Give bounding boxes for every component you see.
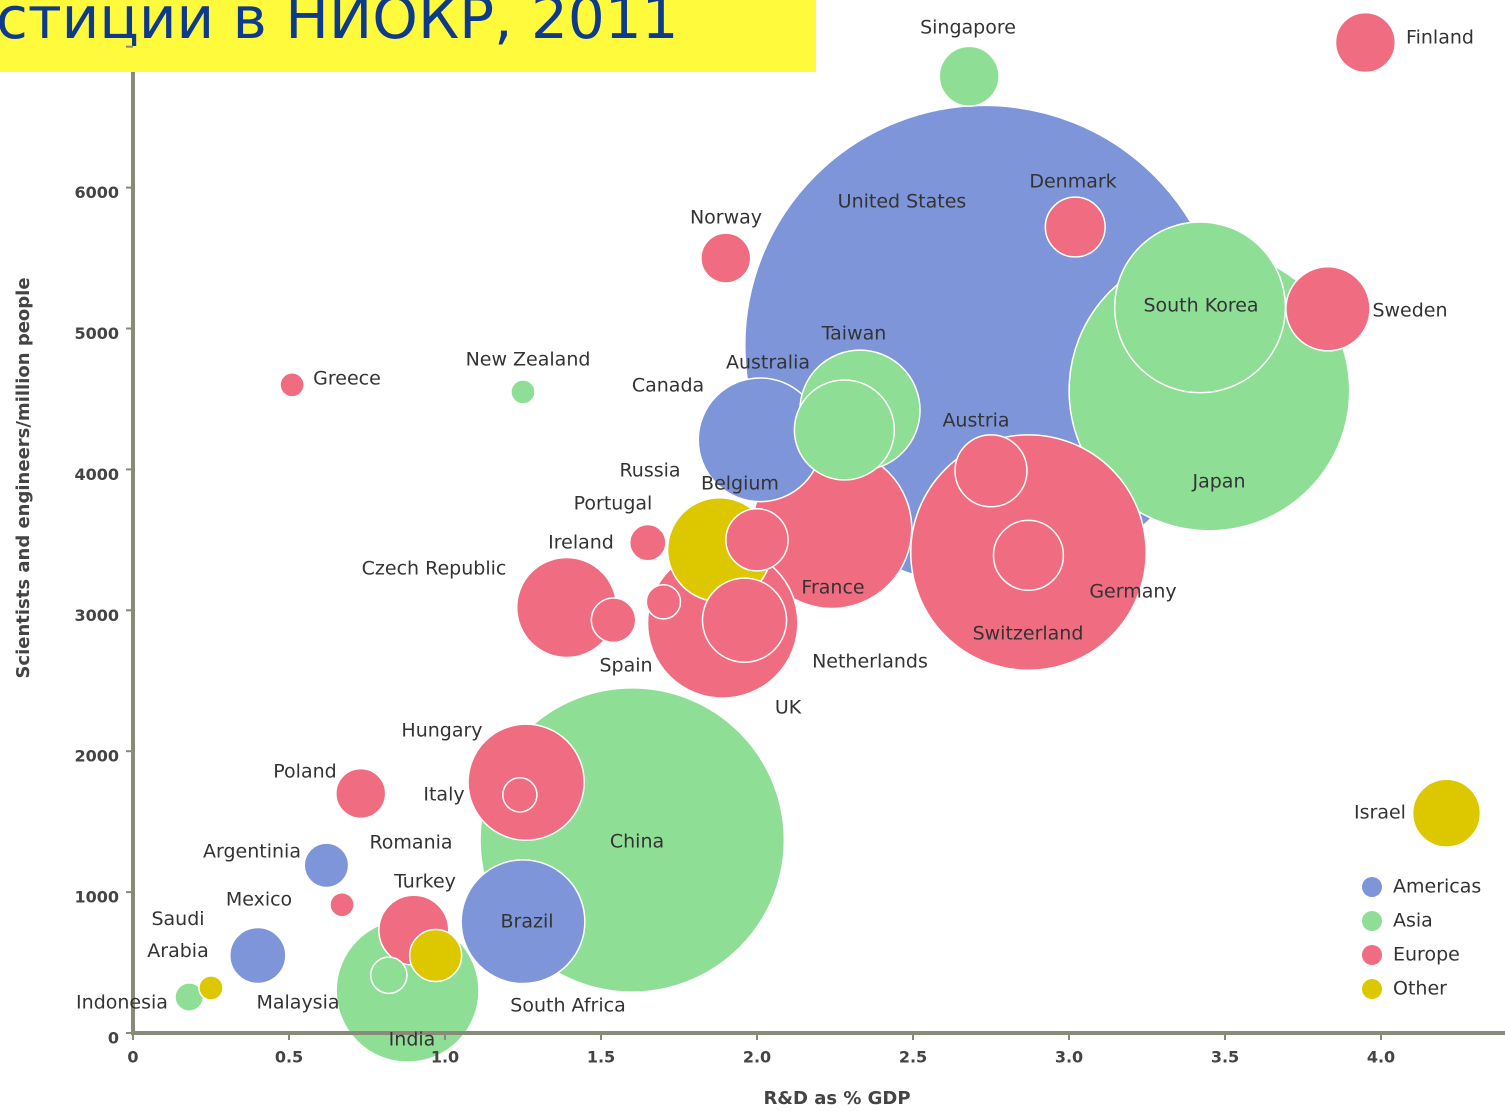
bubble-label: Poland [273, 761, 336, 783]
legend-swatch [1362, 877, 1382, 897]
legend-swatch [1362, 945, 1382, 965]
legend-swatch [1362, 911, 1382, 931]
bubble [793, 379, 896, 481]
bubble-label: France [801, 577, 864, 599]
bubble [701, 577, 788, 663]
bubble-label: India [389, 1029, 436, 1051]
x-tick-label: 1.0 [431, 1048, 459, 1067]
legend-label: Other [1393, 978, 1447, 1000]
plot-area: 01000200030004000500060007000 [74, 11, 1482, 1063]
bubble [502, 777, 538, 813]
bubble [1044, 196, 1106, 258]
bubble-label: Argentinia [203, 841, 301, 863]
bubble-label: Romania [369, 832, 452, 854]
bubble [329, 891, 355, 918]
bubble-label: Canada [632, 375, 704, 397]
bubble-label: Switzerland [973, 623, 1084, 645]
x-tick-label: 1.5 [587, 1048, 615, 1067]
bubble-label: Belgium [701, 473, 779, 495]
bubble [1334, 11, 1397, 74]
bubble-label: Finland [1406, 27, 1474, 49]
bubble-label: Japan [1192, 471, 1246, 493]
bubble [700, 232, 752, 284]
legend-label: Asia [1393, 910, 1433, 932]
bubble [1411, 778, 1482, 848]
x-tick-label: 0 [127, 1048, 138, 1067]
bubble-label: Spain [599, 655, 652, 677]
bubble [938, 45, 1000, 107]
bubble-label: Greece [313, 368, 381, 390]
bubble-label: Mexico [226, 889, 292, 911]
bubble-label: Russia [619, 460, 680, 482]
bubble [628, 523, 667, 562]
x-tick-label: 3.5 [1211, 1048, 1239, 1067]
bubble [229, 926, 287, 985]
bubble-label: Malaysia [256, 992, 339, 1014]
bubble-label: Ireland [548, 532, 614, 554]
x-tick-label: 2.5 [899, 1048, 927, 1067]
y-tick-label: 2000 [74, 747, 119, 766]
bubble-label: Indonesia [76, 992, 168, 1014]
bubble-label: Czech Republic [362, 558, 507, 580]
bubble [954, 434, 1028, 508]
bubble [335, 767, 387, 820]
x-tick-label: 4.0 [1367, 1048, 1395, 1067]
y-tick-label: 6000 [74, 183, 119, 202]
bubble-label: Netherlands [812, 651, 928, 673]
y-tick-label: 5000 [74, 324, 119, 343]
y-tick-label: 1000 [74, 888, 119, 907]
bubble-label: Israel [1354, 802, 1406, 824]
y-tick-label: 3000 [74, 606, 119, 625]
y-tick-label: 0 [108, 1029, 119, 1048]
bubble-label: New Zealand [466, 349, 591, 371]
bubble [992, 519, 1065, 592]
bubble-label: Hungary [401, 720, 482, 742]
bubble-label: South Africa [510, 995, 625, 1017]
x-tick-label: 0.5 [275, 1048, 303, 1067]
legend-label: Americas [1393, 876, 1481, 898]
bubble-label: Singapore [920, 17, 1016, 39]
y-axis-title: Scientists and engineers/million people [13, 277, 34, 678]
bubble-label: Turkey [393, 871, 456, 893]
chart-title: стиции в НИОКР, 2011 [0, 0, 679, 52]
bubble-label: Brazil [500, 911, 553, 933]
legend-label: Europe [1393, 944, 1460, 966]
title-box [0, 0, 816, 72]
bubble-label: South Korea [1143, 295, 1258, 317]
legend-swatch [1362, 979, 1382, 999]
bubble [198, 975, 224, 1001]
bubble [460, 859, 586, 985]
bubble-label: Austria [942, 410, 1009, 432]
bubble-label: Italy [423, 784, 464, 806]
bubble [369, 956, 408, 995]
bubble-label: UK [775, 697, 802, 719]
bubble-label: Taiwan [821, 323, 887, 345]
y-tick-label: 4000 [74, 465, 119, 484]
bubble [279, 372, 305, 398]
bubble [510, 379, 536, 405]
x-axis-title: R&D as % GDP [763, 1088, 910, 1109]
bubble-label: Norway [690, 207, 762, 229]
bubble [303, 842, 350, 889]
bubble [1285, 265, 1371, 352]
bubble-label: Germany [1089, 581, 1176, 603]
bubble [590, 597, 637, 644]
bubble [645, 584, 682, 620]
bubble [408, 928, 463, 983]
bubble-label: Sweden [1372, 300, 1447, 322]
x-tick-label: 3.0 [1055, 1048, 1083, 1067]
bubble-label: Portugal [574, 493, 653, 515]
bubble [725, 508, 789, 572]
x-tick-label: 2.0 [743, 1048, 771, 1067]
bubble-label: China [610, 831, 664, 853]
bubble-label: Saudi Arabia [147, 908, 208, 962]
bubble-label: United States [838, 191, 967, 213]
bubble-label: Denmark [1029, 171, 1116, 193]
bubble-label: Australia [726, 352, 810, 374]
